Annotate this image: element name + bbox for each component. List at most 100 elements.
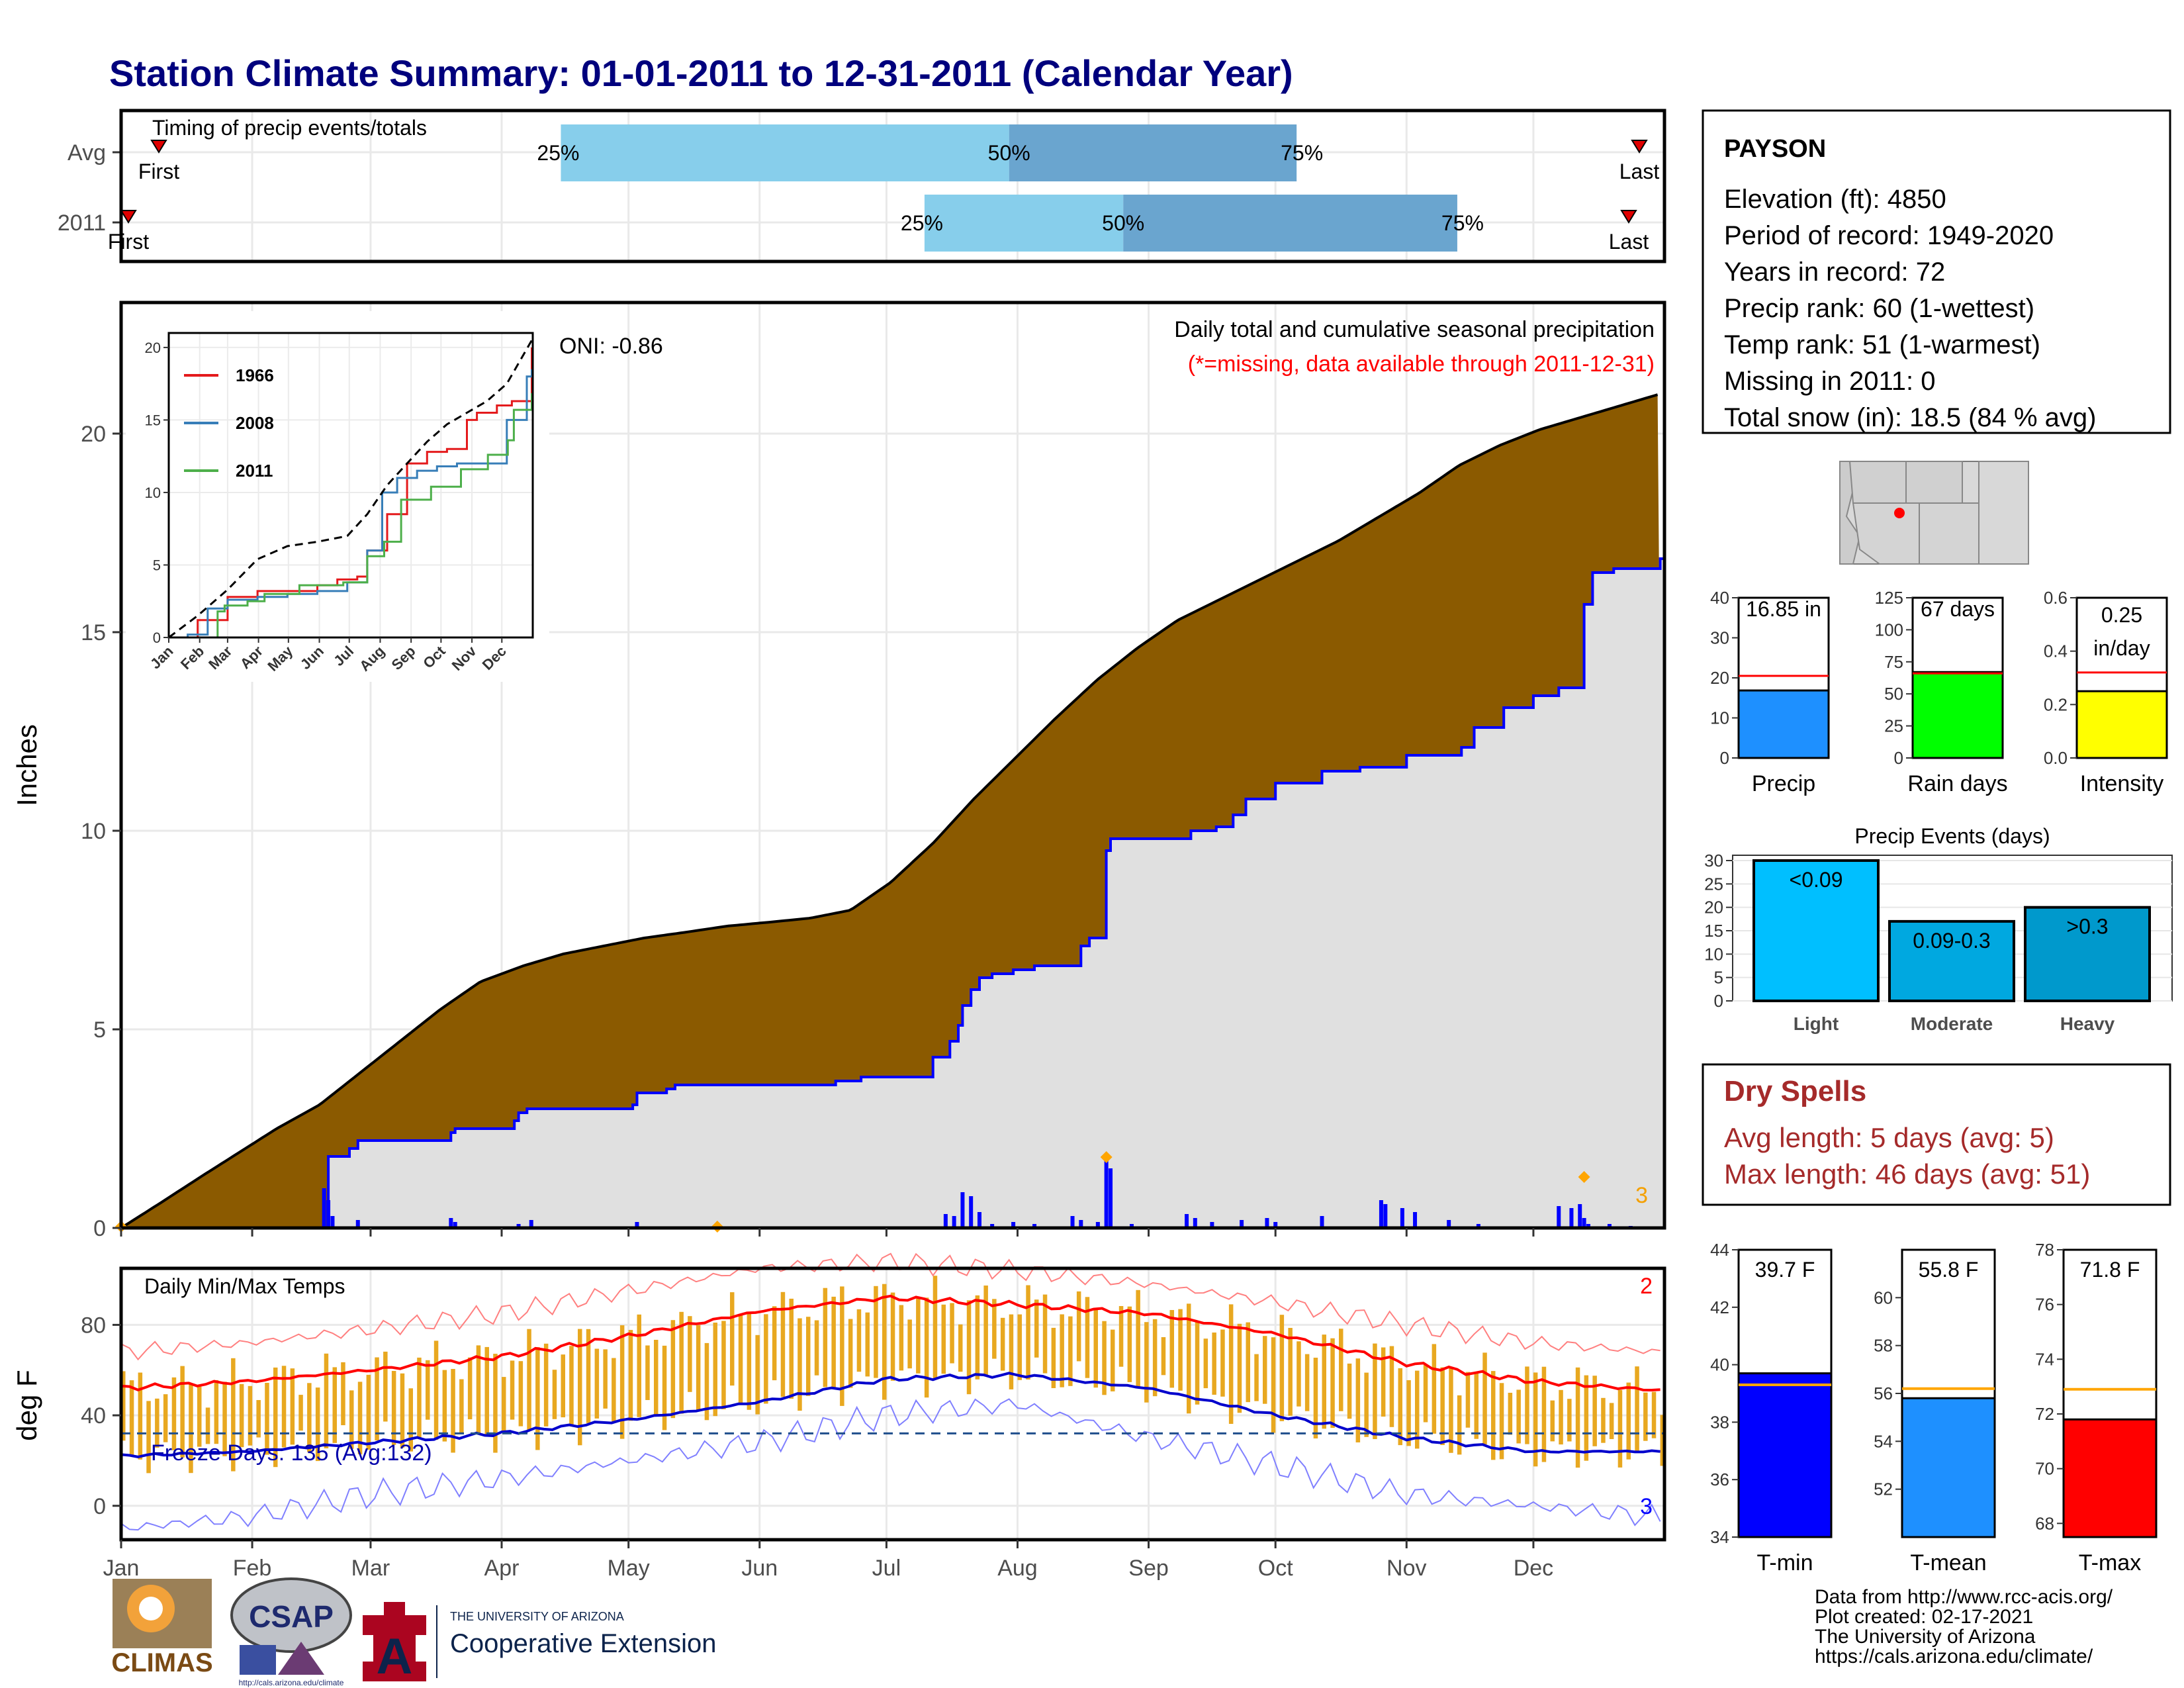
mini-temp-value-2: 71.8 F <box>2080 1258 2140 1282</box>
inset-legend-label-2008: 2008 <box>236 413 274 433</box>
temp-corner-bottom: 3 <box>1640 1494 1653 1519</box>
inset-ytick-label-20: 20 <box>145 340 161 356</box>
csap-logo: CSAP http://cals.arizona.edu/climate <box>230 1577 352 1687</box>
temp-day-bar-195 <box>941 1304 946 1374</box>
cumulative-2011-area <box>121 559 1664 1228</box>
temp-day-bar-117 <box>612 1358 616 1422</box>
freeze-days-label: Freeze Days: 135 (Avg:132) <box>151 1440 432 1466</box>
mini-precip-ytick-label-0-10: 10 <box>1710 708 1729 728</box>
events-ytick-label-0: 0 <box>1714 991 1723 1011</box>
daily-precip-bar-29 <box>1320 1216 1324 1228</box>
temp-day-bar-239 <box>1127 1306 1132 1382</box>
station-box-frame <box>1702 109 2171 434</box>
timing-frame <box>119 109 1666 263</box>
mini-temp-cat-label-0: T-min <box>1757 1550 1813 1575</box>
mini-precip-ytick-label-2-0: 0.0 <box>2044 748 2068 768</box>
inset-frame <box>167 332 534 639</box>
inset-ytick-label-0: 0 <box>153 630 161 646</box>
timing-first-marker-avg <box>150 140 167 154</box>
mini-precip-ytick-label-0-40: 40 <box>1710 588 1729 608</box>
temp-day-bar-333 <box>1525 1366 1529 1444</box>
temp-day-bar-325 <box>1491 1371 1496 1460</box>
mini-temp-ytick-label-0-34: 34 <box>1710 1527 1729 1547</box>
timing-title: Timing of precip events/totals <box>152 116 427 140</box>
temp-day-bar-129 <box>662 1345 667 1430</box>
daily-precip-bar-2 <box>330 1216 335 1228</box>
mini-temp-ytick-label-1-52: 52 <box>1874 1479 1893 1499</box>
temp-day-bar-349 <box>1592 1376 1597 1446</box>
arizona-shape <box>1852 502 1920 565</box>
temp-day-bar-247 <box>1161 1337 1166 1376</box>
precip-ytick-label-10: 10 <box>81 819 106 844</box>
temp-day-bar-157 <box>780 1291 786 1397</box>
mini-temp-bar-2 <box>2062 1418 2158 1538</box>
daily-precip-bar-15 <box>1011 1222 1016 1228</box>
temp-day-bar-139 <box>704 1342 709 1421</box>
inset-ytick-label-5: 5 <box>153 557 161 573</box>
precip-corner-count: 3 <box>1635 1183 1648 1208</box>
timing-bar-q1-2011 <box>924 195 1124 252</box>
temp-day-bar-61 <box>375 1357 379 1440</box>
temp-day-bar-189 <box>916 1297 921 1374</box>
temp-day-bar-351 <box>1601 1397 1606 1443</box>
temp-day-bar-327 <box>1499 1383 1504 1460</box>
temp-day-bar-89 <box>493 1354 498 1453</box>
temp-day-bar-57 <box>357 1382 363 1454</box>
temp-day-bar-215 <box>1026 1285 1030 1380</box>
temp-day-bar-343 <box>1567 1399 1572 1442</box>
temp-day-bar-181 <box>882 1284 887 1400</box>
station-name: PAYSON <box>1724 135 1826 163</box>
temp-day-bar-303 <box>1398 1368 1402 1446</box>
temp-day-bar-339 <box>1550 1400 1555 1442</box>
temp-day-bar-309 <box>1423 1365 1428 1423</box>
mini-precip-ytick-label-1-100: 100 <box>1875 620 1903 639</box>
mini-temp-t-max: 68 70 72 74 76 78 71.8 F T-max <box>2035 1240 2158 1575</box>
mini-temp-bar-0 <box>1737 1372 1833 1538</box>
new-mexico-shape <box>1919 502 1979 565</box>
daily-precip-bar-23 <box>1185 1214 1189 1228</box>
temp-ytick-label-0: 0 <box>93 1494 106 1519</box>
mini-precip-ytick-label-2-0.4: 0.4 <box>2044 641 2068 661</box>
temp-day-bar-243 <box>1144 1322 1149 1403</box>
temp-day-bar-317 <box>1457 1395 1462 1455</box>
station-location-dot <box>1894 508 1905 518</box>
temp-day-bar-19 <box>197 1386 202 1447</box>
inset-line-2008 <box>169 369 533 639</box>
temp-day-bar-173 <box>848 1319 853 1388</box>
temp-day-bar-229 <box>1085 1297 1090 1378</box>
temp-day-bar-35 <box>265 1383 269 1455</box>
timing-p75-label-2011: 75% <box>1441 211 1484 235</box>
temp-day-bar-83 <box>467 1357 473 1420</box>
temp-day-bar-363 <box>1651 1391 1657 1438</box>
timing-bar-q2-avg <box>1009 124 1297 181</box>
snow-marker-3 <box>1578 1171 1590 1183</box>
daily-precip-bar-41 <box>1607 1224 1612 1228</box>
csap-mountain-icon <box>278 1642 324 1675</box>
temp-day-bar-109 <box>578 1329 582 1446</box>
mini-precip-charts: 0 10 20 30 40 Precip 0 25 50 75 100 125 Rain days 0.0… <box>1710 588 2168 796</box>
avg-cumulative-edge <box>120 393 1659 1229</box>
temp-day-bar-105 <box>561 1354 565 1418</box>
inset-line-average <box>168 340 533 639</box>
temp-day-bar-65 <box>391 1371 396 1445</box>
temp-day-bar-277 <box>1288 1328 1293 1416</box>
daily-precip-bar-7 <box>529 1220 533 1228</box>
mini-precip-cat-label-0: Precip <box>1752 771 1815 796</box>
inset-ytick-label-15: 15 <box>145 412 161 428</box>
daily-precip-bar-25 <box>1210 1222 1214 1228</box>
temp-day-bar-205 <box>983 1286 988 1377</box>
mini-precip-precip: 0 10 20 30 40 Precip <box>1710 588 1830 796</box>
temp-day-bar-45 <box>307 1383 312 1452</box>
temp-day-bar-273 <box>1271 1337 1276 1433</box>
temp-day-bar-145 <box>730 1292 735 1386</box>
temp-day-bar-149 <box>747 1311 752 1410</box>
timing-p25-label-2011: 25% <box>901 211 943 235</box>
timing-first-marker-2011 <box>120 210 137 224</box>
temp-day-bar-17 <box>189 1383 193 1474</box>
dry-spells-max: Max length: 46 days (avg: 51) <box>1724 1158 2090 1190</box>
daily-precip-bar-4 <box>449 1218 453 1228</box>
mini-temp-t-min: 34 36 38 40 42 44 39.7 F T-min <box>1710 1240 1833 1575</box>
daily-precip-bar-31 <box>1383 1204 1388 1228</box>
mini-temp-ytick-label-2-68: 68 <box>2035 1513 2054 1533</box>
month-axis: Jan Feb Mar Apr May Jun Jul Aug Sep Oct Nov Dec <box>103 1540 1553 1581</box>
